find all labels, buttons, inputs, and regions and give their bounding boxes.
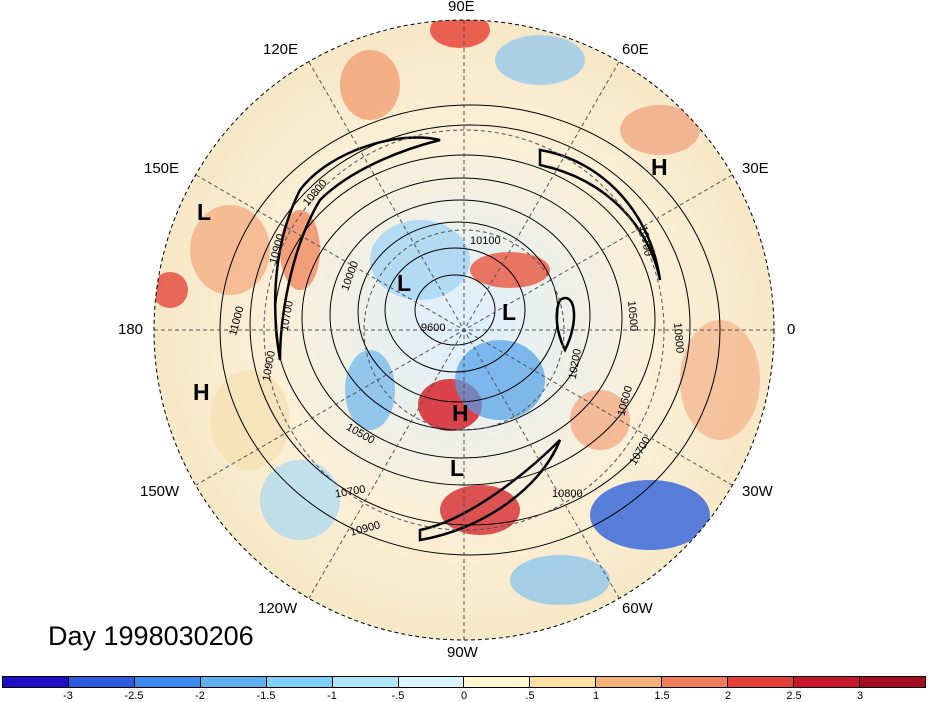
colorbar-swatch [662,677,729,687]
lon-label-150e: 150E [144,160,180,177]
colorbar-swatch [332,677,399,687]
low-pressure-marker: L [397,270,412,296]
low-pressure-marker: L [502,299,517,325]
colorbar-tick-label: -1 [327,690,337,702]
colorbar-swatch [794,677,860,687]
colorbar-tick-label: -1.5 [256,690,276,702]
lon-label-180: 180 [118,321,144,338]
colorbar-tick-label: 1.5 [654,690,670,702]
lon-label-60w: 60W [622,600,653,617]
colorbar-tick-label: -.5 [391,690,405,702]
colorbar-swatch [859,677,925,687]
colorbar-tick-label: 2.5 [786,690,802,702]
colorbar-tick-label: 1 [592,690,600,702]
map-boundary [153,19,775,641]
colorbar-tick-label: .5 [525,690,535,702]
lon-label-120e: 120E [263,41,299,58]
colorbar-swatch [266,677,333,687]
colorbar-swatch [464,677,531,687]
colorbar-swatch [68,677,135,687]
high-pressure-marker: H [452,400,469,426]
colorbar-tick-label: -3 [63,690,73,702]
colorbar-tick-label: 2 [724,690,732,702]
lon-label-150w: 150W [140,483,180,500]
colorbar-swatch [200,677,267,687]
high-pressure-marker: H [651,154,668,180]
colorbar-swatch [134,677,201,687]
grid-lines [154,20,774,640]
colorbar-tick-label: -2 [195,690,205,702]
contour-label: 10500 [624,300,640,332]
lon-label-30w: 30W [742,483,773,500]
colorbar-swatch [596,677,663,687]
colorbar-swatch [728,677,795,687]
high-pressure-marker: H [193,379,210,405]
colorbar-swatch [3,677,69,687]
contour-label: 9600 [421,322,446,334]
lon-label-30e: 30E [742,160,769,177]
anomaly-field [154,20,774,640]
contour-label: 10800 [670,322,686,354]
low-pressure-marker: L [450,455,465,481]
lon-label-60e: 60E [622,41,649,58]
lon-label-90e: 90E [448,0,475,15]
colorbar-swatch [530,677,597,687]
date-label: Day 1998030206 [48,621,254,651]
lon-label-90w: 90W [447,644,478,661]
contour-label: 10800 [552,488,583,500]
colorbar-tick-label: 3 [856,690,864,702]
colorbar [2,676,926,688]
colorbar-tick-label: -2.5 [124,690,144,702]
low-pressure-marker: L [197,199,212,225]
lon-label-0: 0 [787,321,796,338]
colorbar-tick-label: 0 [460,690,468,702]
contour-label: 10100 [470,235,501,247]
colorbar-swatch [398,677,465,687]
lon-label-120w: 120W [258,600,298,617]
